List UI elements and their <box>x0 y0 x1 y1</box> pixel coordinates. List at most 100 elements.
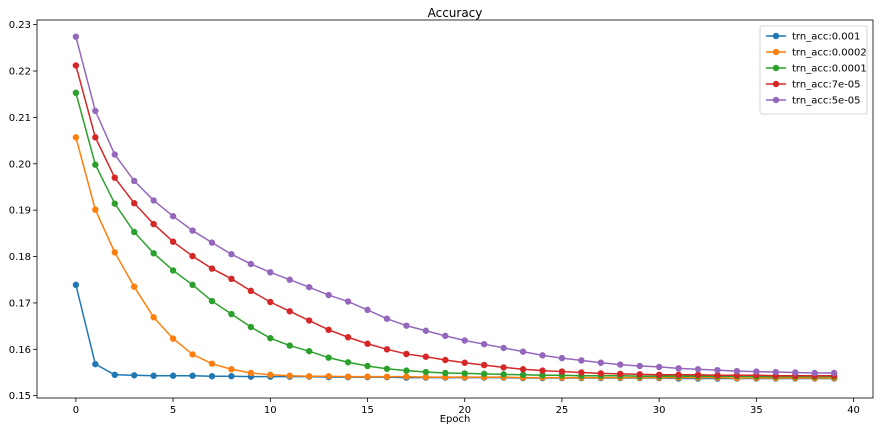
series-line <box>75 137 835 379</box>
data-point <box>305 347 313 355</box>
legend-label: trn_acc:0.001 <box>792 32 860 43</box>
legend-marker <box>772 64 780 72</box>
data-point <box>228 275 235 283</box>
legend-item: trn_acc:0.001 <box>766 32 860 43</box>
data-point <box>500 364 507 371</box>
data-point <box>344 334 352 341</box>
data-point <box>286 308 293 315</box>
data-point <box>558 368 566 375</box>
data-point <box>461 337 468 344</box>
data-point <box>111 200 118 207</box>
y-tick-label: 0.16 <box>9 345 31 356</box>
data-point <box>150 314 157 321</box>
data-point <box>539 372 546 379</box>
y-tick-label: 0.17 <box>9 298 31 309</box>
data-point <box>228 366 235 373</box>
plot-frame <box>36 19 874 399</box>
data-point <box>72 134 80 141</box>
data-point <box>72 33 80 40</box>
data-point <box>267 298 274 306</box>
data-point <box>286 372 293 379</box>
data-point <box>383 346 391 353</box>
data-point <box>72 89 80 97</box>
data-point <box>344 298 352 305</box>
data-point <box>267 371 274 379</box>
data-point <box>169 212 177 220</box>
data-point <box>344 373 352 380</box>
data-point <box>480 340 488 348</box>
data-point <box>150 372 157 379</box>
data-point <box>578 369 585 376</box>
data-point <box>442 369 449 377</box>
legend-item: trn_acc:7e-05 <box>766 80 861 91</box>
y-tick-label: 0.20 <box>9 159 31 170</box>
series-line <box>75 36 835 374</box>
data-point <box>267 269 274 276</box>
data-point <box>655 371 663 379</box>
x-axis-ticks: 0 5 10 15 20 25 30 35 40 <box>73 398 860 416</box>
data-point <box>228 373 235 380</box>
data-point <box>131 283 138 290</box>
data-point <box>169 238 177 245</box>
data-point <box>267 334 274 342</box>
data-point <box>150 220 157 228</box>
data-point <box>403 350 410 358</box>
x-tick-label: 25 <box>556 405 569 416</box>
data-point <box>72 62 80 69</box>
data-point <box>228 251 235 258</box>
data-point <box>189 252 196 260</box>
data-point <box>500 371 507 378</box>
data-point <box>364 340 371 347</box>
data-point <box>403 367 410 374</box>
data-point <box>364 373 371 380</box>
y-tick-label: 0.15 <box>9 391 31 402</box>
data-point <box>675 371 682 379</box>
data-point <box>617 361 624 368</box>
data-point <box>247 369 255 377</box>
data-point <box>92 206 99 213</box>
data-point <box>325 373 332 380</box>
data-point <box>733 367 741 375</box>
data-point <box>461 359 468 366</box>
data-point <box>422 353 430 360</box>
data-point <box>325 326 332 334</box>
series-4 <box>72 62 838 379</box>
data-point <box>519 348 527 355</box>
data-point <box>422 373 430 381</box>
data-point <box>753 368 760 375</box>
legend-item: trn_acc:0.0001 <box>766 64 867 75</box>
data-point <box>247 260 255 268</box>
legend-label: trn_acc:7e-05 <box>792 80 861 91</box>
data-point <box>383 373 391 380</box>
data-point <box>111 174 118 181</box>
series-line <box>75 92 835 378</box>
legend-marker <box>772 80 780 88</box>
data-point <box>228 310 235 318</box>
data-point <box>169 267 177 274</box>
legend-label: trn_acc:0.0002 <box>792 48 867 59</box>
data-point <box>92 161 99 168</box>
data-point <box>305 283 313 291</box>
data-point <box>655 363 663 371</box>
data-point <box>364 306 371 314</box>
x-tick-label: 15 <box>361 405 374 416</box>
data-point <box>714 366 721 374</box>
data-point <box>189 372 196 379</box>
data-point <box>208 265 216 272</box>
data-point <box>208 373 216 380</box>
y-tick-label: 0.21 <box>9 113 31 124</box>
data-point <box>636 371 643 378</box>
data-point <box>694 371 702 379</box>
x-tick-label: 20 <box>458 405 471 416</box>
data-point <box>714 372 721 379</box>
data-point <box>247 287 255 295</box>
y-tick-label: 0.18 <box>9 252 31 263</box>
data-point <box>480 370 488 378</box>
data-point <box>597 359 605 366</box>
legend-item: trn_acc:5e-05 <box>766 96 861 107</box>
data-point <box>500 344 507 352</box>
data-point <box>539 367 546 374</box>
legend-label: trn_acc:0.0001 <box>792 64 867 75</box>
x-tick-label: 5 <box>170 405 176 416</box>
